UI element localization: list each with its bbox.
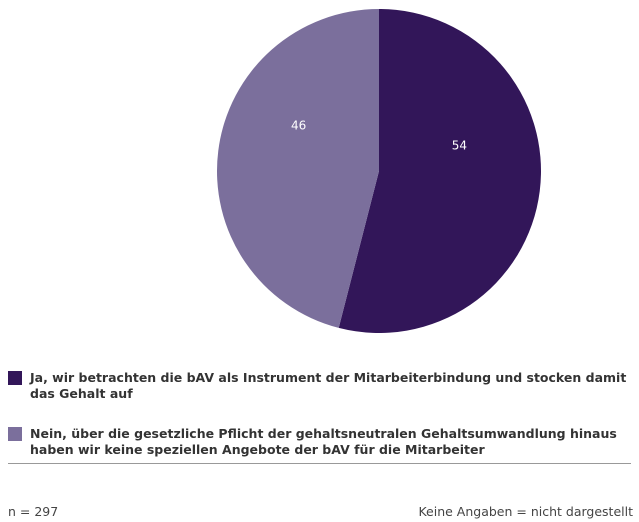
chart: 54 46	[217, 9, 542, 333]
separator	[8, 463, 631, 464]
pie-slice	[338, 9, 542, 333]
legend-swatch	[8, 427, 22, 441]
legend-item: Nein, über die gesetzliche Pflicht der g…	[8, 426, 633, 458]
footnote: Keine Angaben = nicht dargestellt	[418, 504, 633, 519]
legend-label: Ja, wir betrachten die bAV als Instrumen…	[30, 370, 627, 401]
legend-swatch	[8, 371, 22, 385]
legend-label: Nein, über die gesetzliche Pflicht der g…	[30, 426, 617, 457]
legend-item: Ja, wir betrachten die bAV als Instrumen…	[8, 370, 633, 402]
slice-label: 54	[452, 139, 467, 153]
slice-label: 46	[291, 118, 306, 132]
pie-slice	[217, 9, 379, 328]
footnote: n = 297	[8, 504, 59, 519]
